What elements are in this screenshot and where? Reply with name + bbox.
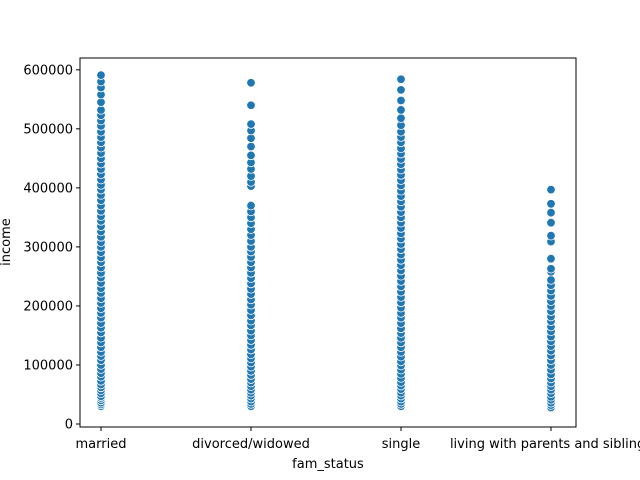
data-point-3-36 <box>546 207 556 218</box>
y-tick-label-4: 400000 <box>23 181 73 196</box>
data-point-3-35 <box>546 217 556 228</box>
data-point-3-38 <box>546 184 556 195</box>
x-tick-label-1: divorced/widowed <box>192 437 310 452</box>
data-point-3-31 <box>546 264 556 274</box>
data-point-1-55 <box>246 78 256 88</box>
y-tick-label-2: 200000 <box>23 299 73 314</box>
y-axis-title: income <box>0 218 14 266</box>
data-point-3-34 <box>546 230 556 241</box>
y-tick-label-3: 300000 <box>23 240 73 255</box>
data-point-1-49 <box>246 150 256 161</box>
data-point-2-59 <box>396 113 406 123</box>
data-point-1-53 <box>246 119 256 129</box>
data-point-2-61 <box>396 95 406 106</box>
data-point-3-29 <box>546 275 556 285</box>
data-point-2-63 <box>396 74 406 84</box>
y-tick-label-6: 600000 <box>23 63 73 78</box>
data-point-2-62 <box>396 85 406 95</box>
data-point-0-69 <box>96 70 106 80</box>
data-point-3-32 <box>546 254 556 264</box>
x-axis-title: fam_status <box>292 457 364 472</box>
data-point-3-37 <box>546 199 556 209</box>
x-tick-label-0: married <box>76 437 127 452</box>
x-tick-label-3: living with parents and siblings <box>450 437 640 452</box>
data-point-1-43 <box>246 200 256 211</box>
y-tick-label-5: 500000 <box>23 122 73 137</box>
y-tick-label-1: 100000 <box>23 358 73 373</box>
x-tick-label-2: single <box>382 437 421 452</box>
data-point-2-60 <box>396 105 406 115</box>
data-points <box>96 70 556 413</box>
y-axis: 0 100000 200000 300000 400000 500000 600000 <box>23 63 80 433</box>
data-point-1-54 <box>246 100 256 110</box>
x-axis: married divorced/widowed single living with… <box>76 427 640 452</box>
y-tick-label-0: 0 <box>65 418 73 433</box>
plot-frame <box>79 57 577 428</box>
data-point-1-50 <box>246 141 256 152</box>
